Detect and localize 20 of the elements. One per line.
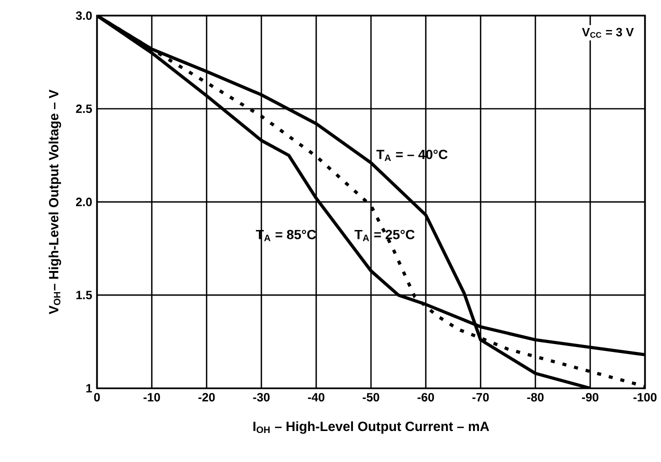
x-tick-label: -50 xyxy=(362,392,380,402)
x-tick-label: -80 xyxy=(527,392,544,402)
y-tick-label: 1.5 xyxy=(76,290,92,300)
y-tick-label: 3.0 xyxy=(76,11,92,20)
x-axis-title: I$_{OH}$ – High-Level Output Current – mA xyxy=(253,421,490,434)
y-tick-label: 2.5 xyxy=(76,104,92,114)
y-axis-title: V$_{OH}$– High-Level Output Voltage – V xyxy=(48,90,62,314)
x-tick-label: -70 xyxy=(472,392,489,402)
x-tick-label: -10 xyxy=(144,392,160,402)
x-tick-label: 0 xyxy=(94,392,100,402)
x-tick-label: -40 xyxy=(308,392,324,402)
y-tick-label: 1 xyxy=(86,384,92,392)
x-tick-label: -20 xyxy=(198,392,215,402)
y-tick-label: 2.0 xyxy=(76,198,92,206)
x-tick-label: -30 xyxy=(253,392,270,402)
x-tick-label: -60 xyxy=(418,392,434,402)
x-tick-label: -100 xyxy=(633,392,657,402)
series-label: T$_{A}$ = 25°C xyxy=(354,230,415,242)
x-tick-label: -90 xyxy=(582,392,598,402)
annotation: V$_{CC}$ = 3 V xyxy=(582,28,634,38)
